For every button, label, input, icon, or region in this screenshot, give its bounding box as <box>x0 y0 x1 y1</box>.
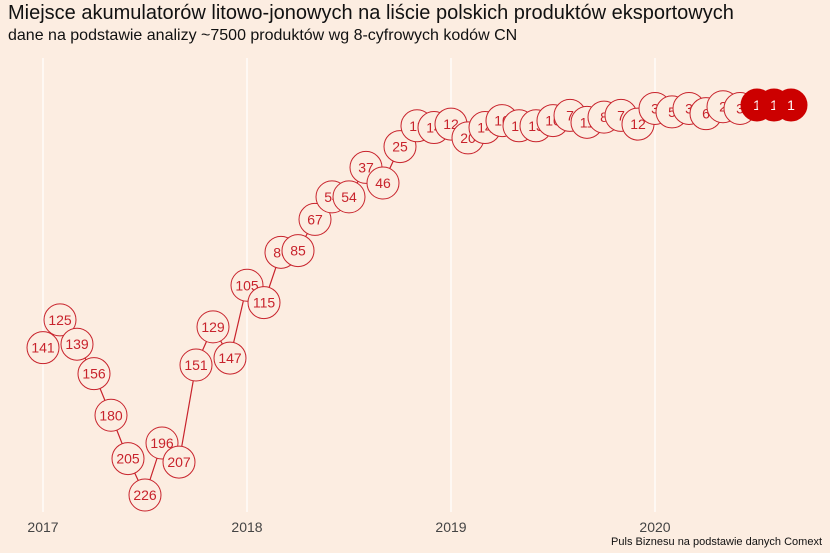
data-label-2020-07: 1 <box>753 97 761 113</box>
source-caption: Puls Biznesu na podstawie danych Comext <box>611 536 822 548</box>
data-point-2017-07 <box>128 478 162 512</box>
data-label-2017-01: 141 <box>31 340 55 356</box>
x-axis-tick-labels: 2017 2018 2019 2020 <box>27 519 670 535</box>
chart-title: Miejsce akumulatorów litowo-jonowych na … <box>8 2 734 24</box>
data-label-2017-12: 147 <box>218 350 242 366</box>
data-point-2018-04 <box>281 234 315 268</box>
data-point-2017-11 <box>196 310 230 344</box>
data-point-2017-02 <box>43 303 77 337</box>
rank-series: 1411251391561802052261962071511291471051… <box>26 88 808 512</box>
data-label-2018-09: 46 <box>375 175 391 191</box>
data-point-2017-05 <box>94 398 128 432</box>
data-label-2017-10: 151 <box>184 357 208 373</box>
data-label-2020-02: 5 <box>668 104 676 120</box>
data-label-2017-05: 180 <box>99 407 123 423</box>
data-label-2017-04: 156 <box>82 366 106 382</box>
data-label-2017-09: 207 <box>167 454 191 470</box>
data-label-2019-11: 7 <box>617 107 625 123</box>
data-label-2020-06: 3 <box>736 100 744 116</box>
data-label-2020-05: 2 <box>719 99 727 115</box>
data-point-2017-03 <box>60 327 94 361</box>
data-label-2017-08: 196 <box>150 435 174 451</box>
data-label-2018-08: 37 <box>358 159 374 175</box>
data-label-2020-03: 3 <box>685 100 693 116</box>
data-label-2017-07: 226 <box>133 487 157 503</box>
data-label-2019-12: 12 <box>630 116 646 132</box>
data-label-2018-10: 25 <box>392 139 408 155</box>
data-point-2018-05 <box>298 202 332 236</box>
data-point-2017-04 <box>77 357 111 391</box>
data-point-2017-01 <box>26 331 60 365</box>
data-label-2017-06: 205 <box>116 451 140 467</box>
data-label-2018-02: 115 <box>253 295 276 311</box>
data-point-2020-09 <box>774 88 808 122</box>
x-tick-label-2017: 2017 <box>27 519 58 535</box>
data-label-2018-05: 67 <box>307 211 323 227</box>
data-label-2018-04: 85 <box>290 243 306 259</box>
x-tick-label-2018: 2018 <box>231 519 262 535</box>
x-tick-label-2019: 2019 <box>435 519 466 535</box>
data-label-2020-09: 1 <box>787 97 795 113</box>
data-point-2018-07 <box>332 180 366 214</box>
data-label-2017-02: 125 <box>48 312 72 328</box>
data-point-2017-06 <box>111 442 145 476</box>
data-point-2017-10 <box>179 348 213 382</box>
data-label-2017-11: 129 <box>201 319 225 335</box>
data-label-2020-08: 1 <box>770 97 778 113</box>
chart-subtitle: dane na podstawie analizy ~7500 produktó… <box>8 27 518 44</box>
data-point-2017-12 <box>213 341 247 375</box>
data-label-2018-01: 105 <box>235 277 259 293</box>
data-label-2019-08: 7 <box>566 107 574 123</box>
data-point-2018-02 <box>247 286 281 320</box>
data-point-2018-09 <box>366 166 400 200</box>
data-point-2017-09 <box>162 445 196 479</box>
data-label-2020-01: 3 <box>651 100 659 116</box>
data-label-2019-10: 8 <box>600 109 608 125</box>
data-label-2020-04: 6 <box>702 106 710 122</box>
x-tick-label-2020: 2020 <box>639 519 670 535</box>
data-label-2018-07: 54 <box>341 189 357 205</box>
data-label-2017-03: 139 <box>65 336 89 352</box>
